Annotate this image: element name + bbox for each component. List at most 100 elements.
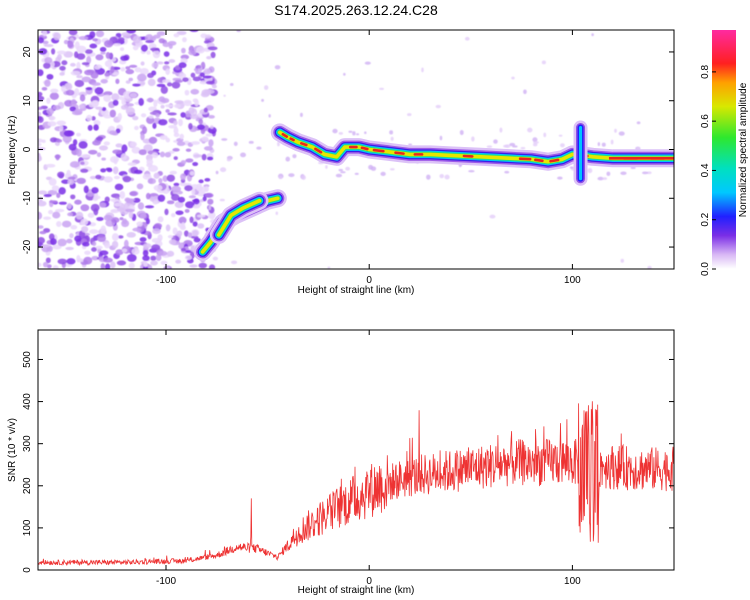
noise-speck (380, 171, 386, 177)
noise-speck (208, 139, 214, 147)
noise-speck (278, 176, 283, 180)
noise-speck (124, 197, 131, 203)
noise-speck (56, 192, 61, 198)
noise-speck (51, 185, 60, 192)
noise-speck (139, 213, 147, 219)
noise-speck (67, 40, 74, 48)
noise-speck (125, 208, 135, 213)
noise-speck (48, 178, 57, 186)
noise-speck (189, 113, 199, 120)
noise-speck (49, 200, 58, 204)
noise-speck (187, 232, 193, 238)
noise-speck (647, 265, 652, 269)
noise-speck (203, 146, 213, 151)
noise-speck (148, 136, 158, 144)
noise-speck (121, 98, 127, 106)
noise-speck (152, 200, 159, 205)
noise-speck (82, 241, 90, 247)
noise-speck (192, 162, 199, 167)
noise-speck (140, 44, 148, 52)
noise-speck (83, 256, 93, 265)
noise-speck (183, 101, 192, 107)
noise-speck (261, 98, 264, 102)
noise-speck (219, 198, 225, 202)
noise-speck (38, 225, 44, 229)
snr-ytick-label: 200 (22, 477, 33, 494)
noise-speck (354, 172, 359, 175)
noise-speck (338, 131, 344, 135)
ridge-main-segment (270, 123, 674, 171)
noise-speck (591, 33, 594, 37)
noise-speck (112, 99, 119, 106)
noise-speck (153, 184, 163, 191)
noise-speck (67, 179, 75, 185)
noise-speck (150, 255, 157, 261)
noise-speck (299, 112, 303, 118)
noise-speck (165, 224, 171, 232)
noise-speck (109, 156, 119, 163)
noise-speck (185, 148, 192, 152)
noise-speck (67, 202, 72, 210)
noise-speck (587, 167, 593, 174)
noise-speck (138, 98, 144, 106)
colorbar-gradient (712, 30, 736, 269)
noise-speck (364, 61, 371, 65)
noise-speck (133, 169, 143, 174)
noise-speck (120, 55, 129, 62)
noise-speck (240, 152, 247, 158)
noise-speck (128, 77, 134, 82)
noise-speck (92, 197, 98, 202)
noise-speck (189, 216, 194, 224)
noise-speck (121, 144, 128, 153)
noise-speck (182, 77, 189, 82)
noise-speck (499, 127, 503, 133)
noise-speck (191, 187, 196, 196)
noise-speck (167, 235, 174, 239)
noise-speck (45, 163, 56, 168)
noise-speck (67, 212, 74, 217)
noise-speck (89, 229, 99, 234)
noise-speck (76, 255, 81, 263)
noise-speck (38, 138, 44, 143)
noise-speck (103, 39, 114, 48)
colorbar-tick-label: 0.4 (700, 163, 711, 177)
noise-speck (171, 81, 181, 89)
noise-speck (618, 131, 625, 136)
noise-speck (444, 174, 450, 180)
noise-speck (41, 244, 51, 248)
noise-speck (114, 202, 122, 207)
noise-speck (523, 89, 527, 95)
noise-speck (148, 115, 154, 119)
noise-speck (145, 192, 151, 200)
noise-speck (166, 82, 173, 87)
noise-speck (202, 75, 212, 79)
noise-speck (66, 238, 73, 244)
noise-speck (51, 48, 56, 55)
noise-speck (70, 194, 76, 200)
noise-speck (139, 81, 146, 86)
noise-speck (43, 216, 52, 220)
noise-speck (142, 249, 149, 257)
noise-speck (96, 234, 106, 243)
snr-ytick-label: 500 (22, 351, 33, 368)
noise-speck (38, 106, 44, 111)
noise-speck (198, 262, 208, 269)
noise-speck (203, 107, 208, 113)
noise-speck (167, 112, 177, 116)
noise-speck (192, 98, 198, 103)
noise-speck (256, 146, 262, 150)
noise-speck (171, 185, 181, 193)
noise-speck (138, 149, 147, 156)
ridge-peak (314, 147, 323, 154)
noise-speck (152, 228, 161, 235)
noise-speck (38, 48, 48, 55)
noise-speck (65, 246, 74, 251)
noise-speck (38, 95, 45, 102)
noise-speck (139, 68, 149, 75)
noise-speck (100, 78, 108, 84)
noise-speck (38, 111, 42, 117)
noise-speck (156, 83, 166, 88)
noise-speck (113, 43, 122, 47)
noise-speck (188, 122, 193, 130)
